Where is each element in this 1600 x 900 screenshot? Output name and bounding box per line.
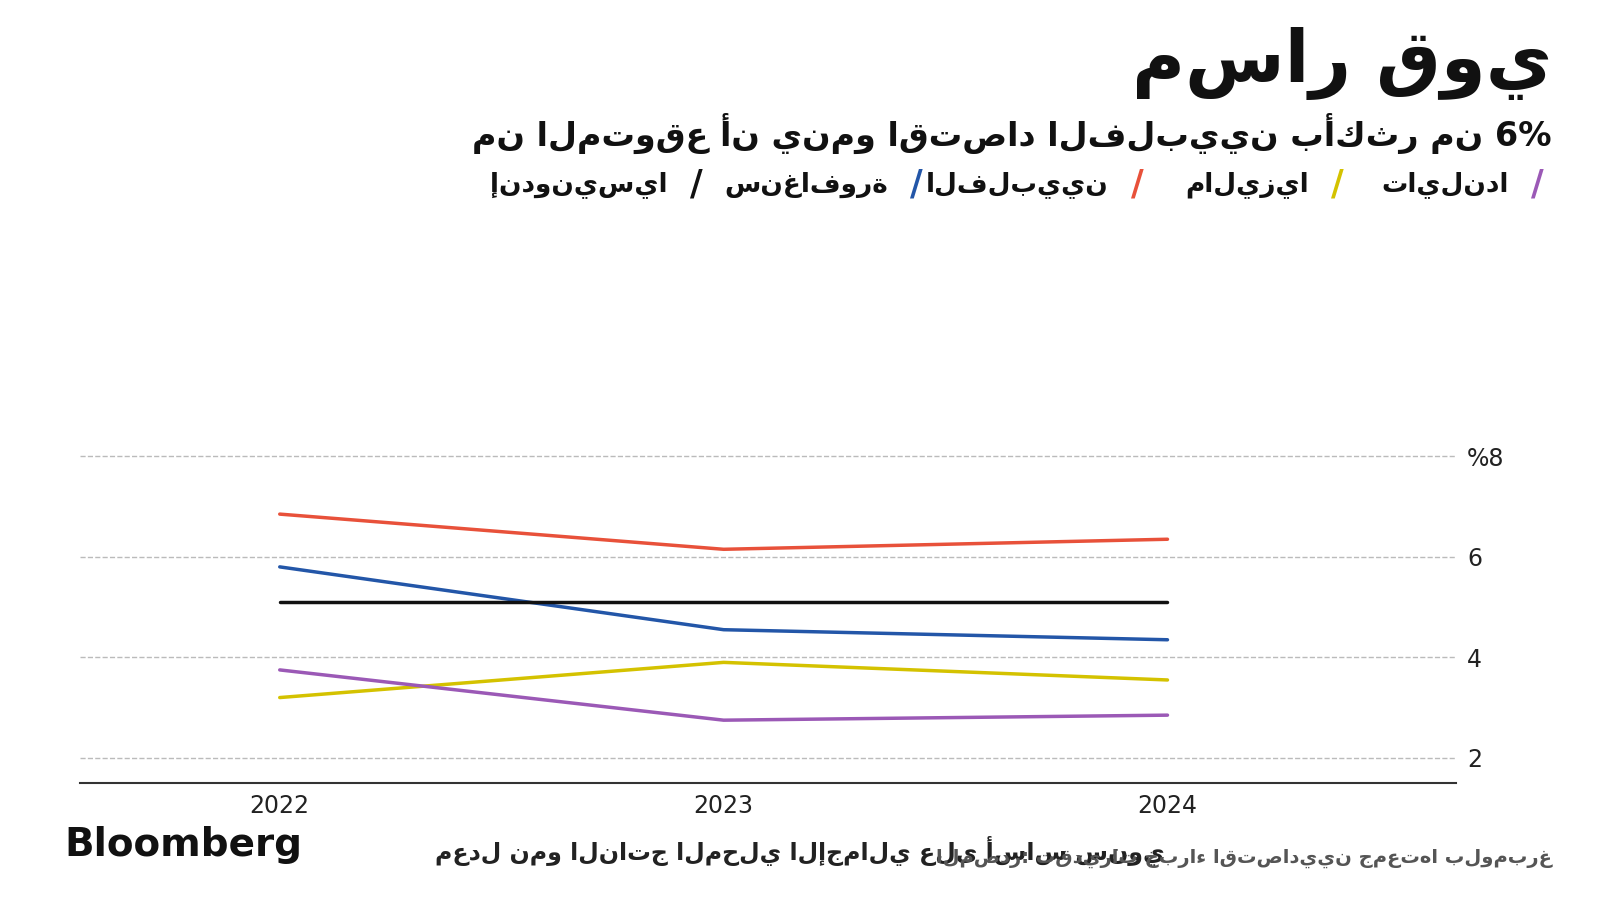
Text: المصدر: تقديرات خبراء اقتصاديين جمعتها بلومبرغ: المصدر: تقديرات خبراء اقتصاديين جمعتها ب…: [936, 850, 1552, 868]
Text: Bloomberg: Bloomberg: [64, 826, 302, 864]
Text: تايلندا: تايلندا: [1381, 171, 1509, 198]
Text: /: /: [1131, 167, 1144, 202]
Text: سنغافورة: سنغافورة: [725, 171, 888, 198]
Text: ماليزيا: ماليزيا: [1186, 171, 1309, 198]
Text: مسار قوي: مسار قوي: [1133, 27, 1552, 100]
Text: /: /: [910, 167, 923, 202]
Text: من المتوقع أن ينمو اقتصاد الفلبيين بأكثر من 6%: من المتوقع أن ينمو اقتصاد الفلبيين بأكثر…: [472, 112, 1552, 154]
Text: /: /: [1531, 167, 1544, 202]
Text: إندونيسيا: إندونيسيا: [490, 171, 667, 198]
Text: /: /: [690, 167, 702, 202]
Text: معدل نمو الناتج المحلي الإجمالي على أساس سنوي: معدل نمو الناتج المحلي الإجمالي على أساس…: [435, 835, 1165, 866]
Text: /: /: [1331, 167, 1344, 202]
Text: الفلبيين: الفلبيين: [926, 171, 1109, 198]
